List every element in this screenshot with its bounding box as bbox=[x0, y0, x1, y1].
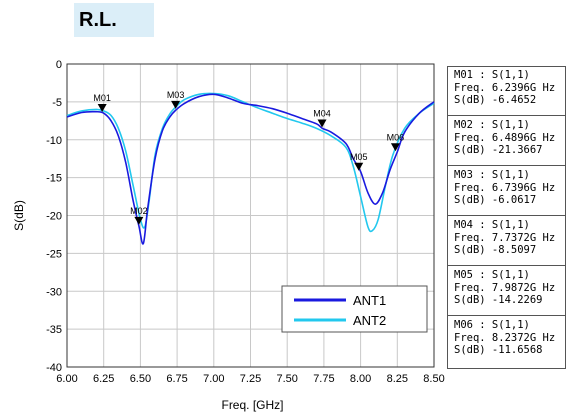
legend-box bbox=[281, 285, 428, 333]
marker-m01-triangle bbox=[97, 103, 107, 112]
readout-sdb: S(dB) -6.4652 bbox=[454, 94, 537, 106]
x-tick-label: 8.00 bbox=[350, 373, 371, 385]
readout-title: M06 : S(1,1) bbox=[454, 319, 530, 331]
y-tick-label: -15 bbox=[46, 173, 62, 185]
marker-m06-triangle bbox=[390, 143, 400, 152]
marker-m06-label: M06 bbox=[387, 132, 405, 142]
y-tick-label: -10 bbox=[46, 135, 62, 147]
y-tick-label: -25 bbox=[46, 248, 62, 260]
y-tick-label: 0 bbox=[56, 59, 62, 71]
marker-readout-m05: M05 : S(1,1) Freq. 7.9872G Hz S(dB) -14.22… bbox=[448, 267, 565, 316]
marker-m04-triangle bbox=[317, 119, 327, 128]
y-tick-label: -40 bbox=[46, 362, 62, 374]
marker-m02-triangle bbox=[134, 216, 144, 225]
x-tick-label: 8.50 bbox=[423, 373, 444, 385]
chart-title: R.L. bbox=[79, 9, 117, 31]
readout-freq: Freq. 6.4896G Hz bbox=[454, 131, 556, 144]
readout-title: M01 : S(1,1) bbox=[454, 69, 530, 81]
x-tick-label: 7.50 bbox=[276, 373, 297, 385]
readout-sdb: S(dB) -11.6568 bbox=[454, 344, 543, 356]
readout-freq: Freq. 7.7372G Hz bbox=[454, 231, 556, 244]
marker-readout-m03: M03 : S(1,1) Freq. 6.7396G Hz S(dB) -6.061… bbox=[448, 167, 565, 216]
marker-readout-m06: M06 : S(1,1) Freq. 8.2372G Hz S(dB) -11.65… bbox=[448, 317, 565, 366]
x-tick-label: 8.25 bbox=[387, 373, 408, 385]
x-tick-label: 6.00 bbox=[56, 373, 77, 385]
marker-m02-label: M02 bbox=[130, 206, 148, 216]
y-tick-label: -30 bbox=[46, 286, 62, 298]
y-tick-label: -5 bbox=[52, 97, 62, 109]
legend-label-ant1: ANT1 bbox=[353, 293, 386, 308]
legend-label-ant2: ANT2 bbox=[353, 313, 386, 328]
x-tick-label: 7.75 bbox=[313, 373, 334, 385]
series-layer bbox=[66, 92, 435, 245]
marker-m03-label: M03 bbox=[167, 90, 185, 100]
readout-freq: Freq. 6.7396G Hz bbox=[454, 181, 556, 194]
readout-freq: Freq. 8.2372G Hz bbox=[454, 331, 556, 344]
series-line-ant1 bbox=[66, 93, 435, 245]
x-tick-label: 7.00 bbox=[203, 373, 224, 385]
x-tick-label: 6.25 bbox=[93, 373, 114, 385]
marker-readout-m04: M04 : S(1,1) Freq. 7.7372G Hz S(dB) -8.509… bbox=[448, 217, 565, 266]
series-line-ant2 bbox=[66, 92, 435, 233]
legend: ANT1 ANT2 bbox=[281, 285, 428, 333]
x-axis-label: Freq. [GHz] bbox=[221, 398, 283, 412]
readout-title: M03 : S(1,1) bbox=[454, 169, 530, 181]
y-axis-label: S(dB) bbox=[12, 200, 26, 231]
readout-sdb: S(dB) -21.3667 bbox=[454, 144, 543, 156]
marker-layer: M01 M02 M03 M04 M05 M06 bbox=[93, 90, 404, 225]
plot-frame bbox=[66, 63, 435, 368]
x-tick-label: 6.75 bbox=[166, 373, 187, 385]
readout-title: M04 : S(1,1) bbox=[454, 219, 530, 231]
marker-m01-label: M01 bbox=[93, 93, 111, 103]
marker-m05-label: M05 bbox=[350, 152, 368, 162]
marker-m05-triangle bbox=[354, 162, 364, 171]
marker-readout-m02: M02 : S(1,1) Freq. 6.4896G Hz S(dB) -21.36… bbox=[448, 117, 565, 166]
marker-m03-triangle bbox=[171, 100, 181, 109]
readout-title: M02 : S(1,1) bbox=[454, 119, 530, 131]
marker-m04-label: M04 bbox=[313, 108, 331, 118]
readout-freq: Freq. 6.2396G Hz bbox=[454, 81, 556, 94]
x-tick-label: 6.50 bbox=[130, 373, 151, 385]
title-chip bbox=[74, 3, 154, 37]
readout-sdb: S(dB) -14.2269 bbox=[454, 294, 543, 306]
y-tick-label: -20 bbox=[46, 211, 62, 223]
readout-title: M05 : S(1,1) bbox=[454, 269, 530, 281]
readout-freq: Freq. 7.9872G Hz bbox=[454, 281, 556, 294]
readout-sdb: S(dB) -8.5097 bbox=[454, 244, 537, 256]
marker-readout-panel: M01 : S(1,1) Freq. 6.2396G Hz S(dB) -6.465… bbox=[447, 66, 566, 369]
y-tick-label: -35 bbox=[46, 324, 62, 336]
x-tick-label: 7.25 bbox=[240, 373, 261, 385]
marker-readout-m01: M01 : S(1,1) Freq. 6.2396G Hz S(dB) -6.465… bbox=[448, 67, 565, 116]
readout-sdb: S(dB) -6.0617 bbox=[454, 194, 537, 206]
axis-layer: 6.00 6.25 6.50 6.75 7.00 7.25 7.50 7.75 8.00 8.25… bbox=[12, 59, 445, 412]
